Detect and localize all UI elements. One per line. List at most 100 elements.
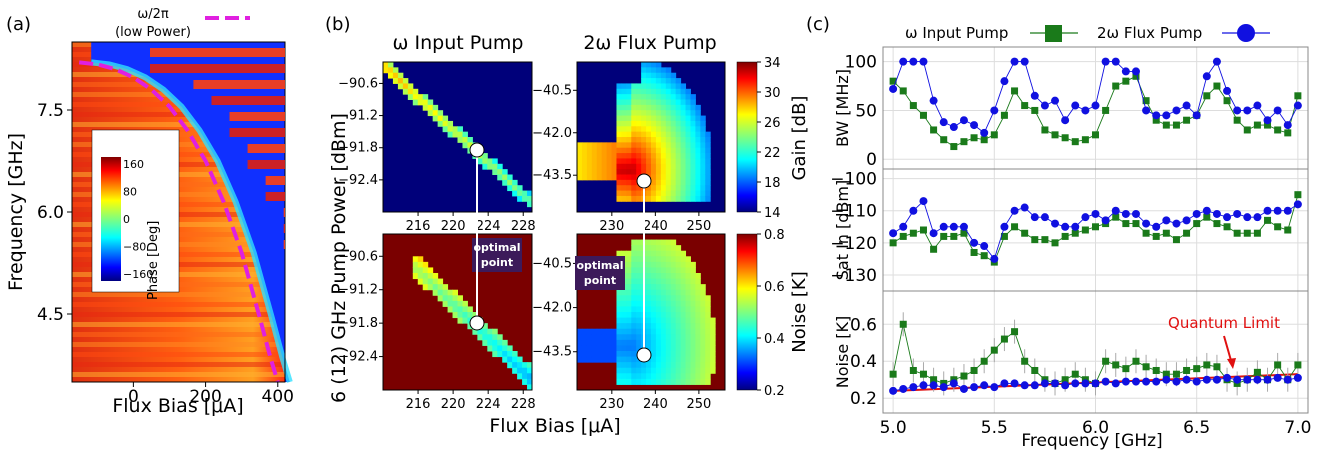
heatmap-cell xyxy=(621,368,626,374)
heatmap-cell xyxy=(690,368,695,374)
heatmap-cell xyxy=(651,262,656,268)
heatmap-cell xyxy=(666,67,671,73)
series-marker-flux-pump xyxy=(1000,223,1008,231)
phase-colorbar xyxy=(101,157,121,281)
heatmap-cell xyxy=(646,301,651,307)
series-marker-input-pump xyxy=(1052,131,1059,138)
heatmap-cell xyxy=(448,306,453,312)
heatmap-cell xyxy=(477,334,482,340)
heatmap-cell xyxy=(661,126,666,132)
heatmap-cell xyxy=(631,334,636,340)
heatmap-cell xyxy=(681,301,686,307)
heatmap-cell xyxy=(661,318,666,324)
heatmap-cell xyxy=(418,279,423,285)
heatmap-cell xyxy=(666,329,671,335)
heatmap-cell xyxy=(577,175,582,181)
legend-input-pump-marker xyxy=(1045,25,1062,42)
heatmap-cell xyxy=(666,185,671,191)
heatmap-cell xyxy=(621,351,626,357)
heatmap-cell xyxy=(666,132,671,138)
series-marker-flux-pump xyxy=(980,242,988,250)
series-marker-flux-pump xyxy=(889,387,897,395)
heatmap-cell xyxy=(676,362,681,368)
heatmap-cell xyxy=(577,169,582,175)
heatmap-xtick-label: 250 xyxy=(686,219,711,234)
heatmap-cell xyxy=(607,340,612,346)
heatmap-cell xyxy=(671,351,676,357)
series-marker-flux-pump xyxy=(909,207,917,215)
heatmap-cell xyxy=(602,148,607,154)
heatmap-cell xyxy=(616,379,621,385)
series-marker-flux-pump xyxy=(1122,210,1130,218)
heatmap-cell xyxy=(676,290,681,296)
heatmap-cell xyxy=(592,175,597,181)
heatmap-cell xyxy=(700,312,705,318)
subplot-xtick-label: 7.0 xyxy=(1284,418,1311,438)
heatmap-cell xyxy=(671,180,676,186)
heatmap-cell xyxy=(651,132,656,138)
heatmap-cell xyxy=(671,132,676,138)
optimal-point-box-left-line2: point xyxy=(481,256,513,269)
heatmap-cell xyxy=(577,148,582,154)
heatmap-cell xyxy=(636,301,641,307)
heatmap-cell xyxy=(666,284,671,290)
heatmap-cell xyxy=(492,345,497,351)
heatmap-cell xyxy=(612,169,617,175)
colorbar-tick-label: 22 xyxy=(764,146,781,161)
heatmap-cell xyxy=(686,180,691,186)
heatmap-cell xyxy=(656,83,661,89)
heatmap-cell xyxy=(700,340,705,346)
series-marker-flux-pump xyxy=(1061,381,1069,389)
heatmap-cell xyxy=(690,284,695,290)
heatmap-cell xyxy=(413,262,418,268)
heatmap-cell xyxy=(517,185,522,191)
heatmap-cell xyxy=(690,116,695,122)
heatmap-cell xyxy=(666,158,671,164)
heatmap-cell xyxy=(656,175,661,181)
series-marker-input-pump xyxy=(910,367,917,374)
heatmap-cell xyxy=(458,301,463,307)
heatmap-cell xyxy=(686,306,691,312)
heatmap-cell xyxy=(607,164,612,170)
heatmap-cell xyxy=(631,323,636,329)
heatmap-cell xyxy=(626,301,631,307)
series-marker-flux-pump xyxy=(930,381,938,389)
heatmap-cell xyxy=(690,334,695,340)
heatmap-cell xyxy=(467,137,472,143)
heatmap-cell xyxy=(621,164,626,170)
heatmap-cell xyxy=(661,73,666,79)
heatmap-cell xyxy=(676,110,681,116)
series-marker-input-pump xyxy=(1062,233,1069,240)
series-marker-flux-pump xyxy=(1041,102,1049,110)
heatmap-cell xyxy=(666,100,671,106)
heatmap-cell xyxy=(661,312,666,318)
noise-map-flux-pump: 230 240 250−40.5−42.0−43.5 xyxy=(532,234,725,412)
heatmap-cell xyxy=(641,379,646,385)
heatmap-cell xyxy=(666,357,671,363)
heatmap-xtick-label: 224 xyxy=(476,219,501,234)
heatmap-cell xyxy=(676,306,681,312)
heatmap-cell xyxy=(700,373,705,379)
heatmap-cell xyxy=(656,62,661,68)
series-marker-flux-pump xyxy=(1253,102,1261,110)
series-marker-flux-pump xyxy=(1092,210,1100,218)
heatmap-cell xyxy=(676,185,681,191)
heatmap-cell xyxy=(656,301,661,307)
heatmap-cell xyxy=(686,116,691,122)
heatmap-cell xyxy=(646,110,651,116)
heatmap-cell xyxy=(517,191,522,197)
heatmap-cell xyxy=(602,153,607,159)
phase-wrap-stripe xyxy=(266,192,285,201)
heatmap-cell xyxy=(582,357,587,363)
heatmap-cell xyxy=(631,256,636,262)
heatmap-cell xyxy=(587,148,592,154)
series-marker-flux-pump xyxy=(1213,210,1221,218)
heatmap-cell xyxy=(700,368,705,374)
heatmap-cell xyxy=(686,357,691,363)
heatmap-cell xyxy=(646,62,651,68)
legend-flux-pump-label: 2ω Flux Pump xyxy=(1097,24,1202,42)
panel-a-ytick-label: 4.5 xyxy=(37,305,64,325)
heatmap-cell xyxy=(666,351,671,357)
heatmap-cell xyxy=(626,318,631,324)
phase-wrap-stripe xyxy=(230,128,285,137)
